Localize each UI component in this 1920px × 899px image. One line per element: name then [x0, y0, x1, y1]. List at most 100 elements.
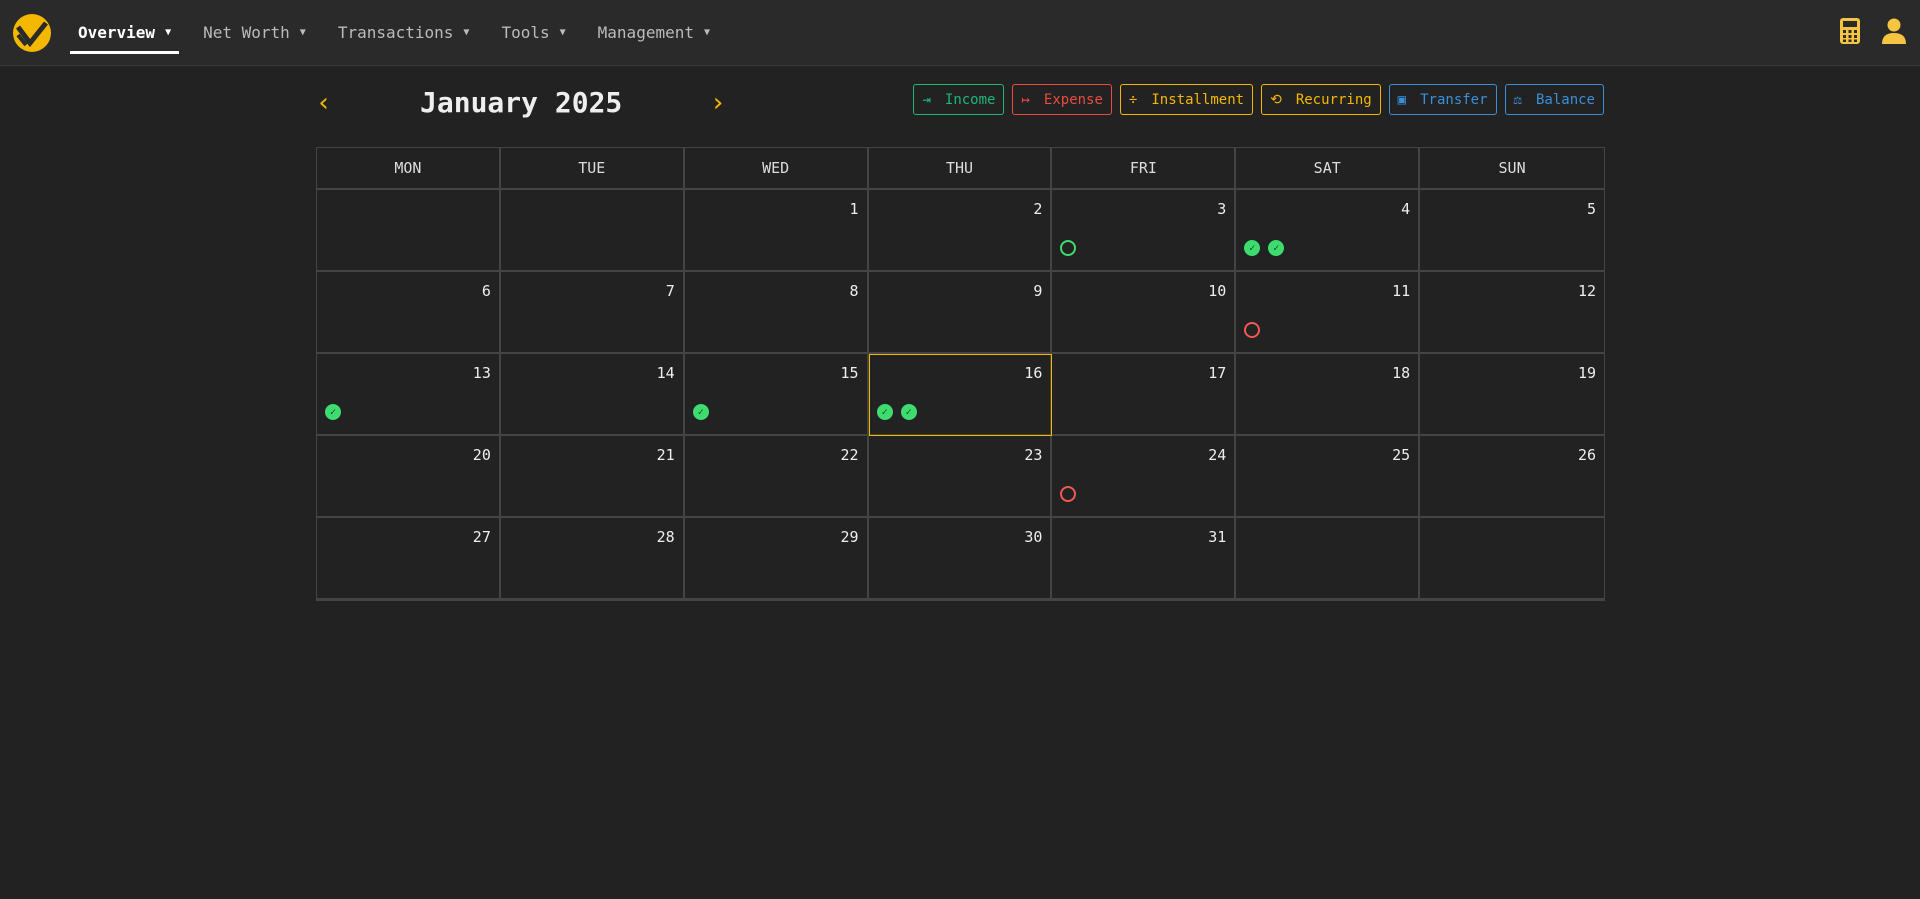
- day-number: 16: [1024, 364, 1043, 382]
- calendar-day[interactable]: 29: [684, 518, 869, 600]
- calendar-day[interactable]: 27: [317, 518, 501, 600]
- calendar-day[interactable]: 10: [1052, 272, 1237, 354]
- day-number: 14: [656, 364, 675, 382]
- nav-net-worth[interactable]: Net Worth ▼: [195, 0, 314, 66]
- expense-button[interactable]: ↦ Expense: [1012, 84, 1112, 115]
- calendar-day[interactable]: 28: [500, 518, 685, 600]
- calendar-day[interactable]: 20: [317, 436, 501, 518]
- nav-tools[interactable]: Tools ▼: [493, 0, 573, 66]
- nav-label: Net Worth: [203, 23, 290, 42]
- calendar-day[interactable]: 15 ✓: [684, 354, 869, 436]
- day-number: 22: [840, 446, 859, 464]
- divide-icon: ÷: [1128, 91, 1138, 108]
- empty-day[interactable]: [1236, 518, 1421, 600]
- balance-button[interactable]: ⚖ Balance: [1504, 84, 1604, 115]
- day-number: 27: [472, 528, 491, 546]
- weekday-header: WED: [684, 148, 869, 190]
- calendar-week: 13 ✓ 14 15 ✓ 16 ✓ ✓ 17 18 19: [317, 354, 1605, 436]
- calendar-day[interactable]: 5: [1420, 190, 1605, 272]
- check-circle-icon[interactable]: ✓: [1268, 240, 1285, 256]
- day-number: 4: [1401, 200, 1411, 218]
- empty-day[interactable]: [317, 190, 501, 272]
- day-number: 9: [1033, 282, 1043, 300]
- scale-balance-icon: ⚖: [1513, 91, 1522, 108]
- day-number: 20: [472, 446, 491, 464]
- calendar-day[interactable]: 30: [868, 518, 1053, 600]
- prev-month-button[interactable]: ‹: [316, 88, 332, 118]
- circle-icon[interactable]: [1244, 322, 1261, 338]
- transfer-button[interactable]: ▣ Transfer: [1388, 84, 1497, 115]
- caret-down-icon: ▼: [299, 27, 306, 38]
- day-number: 10: [1208, 282, 1227, 300]
- day-number: 31: [1208, 528, 1227, 546]
- month-title: January 2025: [420, 86, 623, 119]
- calendar-day[interactable]: 13 ✓: [317, 354, 501, 436]
- day-number: 30: [1024, 528, 1043, 546]
- calendar-day[interactable]: 1: [684, 190, 869, 272]
- calendar-day[interactable]: 2: [868, 190, 1053, 272]
- calendar-day[interactable]: 4 ✓ ✓: [1236, 190, 1421, 272]
- calendar-day[interactable]: 6: [317, 272, 501, 354]
- repeat-icon: ⟲: [1270, 91, 1282, 108]
- nav-transactions[interactable]: Transactions ▼: [330, 0, 478, 66]
- next-month-button[interactable]: ›: [710, 88, 726, 118]
- weekday-header: THU: [868, 148, 1053, 190]
- empty-day[interactable]: [500, 190, 685, 272]
- calendar-day[interactable]: 26: [1420, 436, 1605, 518]
- check-circle-icon[interactable]: ✓: [692, 404, 709, 420]
- nav-label: Overview: [78, 23, 156, 42]
- check-circle-icon[interactable]: ✓: [1244, 240, 1261, 256]
- recurring-button[interactable]: ⟲ Recurring: [1261, 84, 1381, 115]
- check-circle-icon[interactable]: ✓: [325, 404, 341, 420]
- calendar-day[interactable]: 22: [684, 436, 869, 518]
- calendar-day[interactable]: 24: [1052, 436, 1237, 518]
- calendar-week: 27 28 29 30 31: [317, 518, 1605, 600]
- income-button[interactable]: ⇥ Income: [913, 84, 1005, 115]
- calendar-day[interactable]: 12: [1420, 272, 1605, 354]
- calendar-day[interactable]: 7: [500, 272, 685, 354]
- app-logo[interactable]: [12, 13, 52, 53]
- day-number: 1: [849, 200, 859, 218]
- calendar-day[interactable]: 9: [868, 272, 1053, 354]
- circle-icon[interactable]: [1060, 240, 1077, 256]
- calendar-day[interactable]: 31: [1052, 518, 1237, 600]
- circle-icon[interactable]: [1060, 486, 1077, 502]
- calendar-day[interactable]: 18: [1236, 354, 1421, 436]
- day-number: 11: [1392, 282, 1411, 300]
- calendar-grid: MON TUE WED THU FRI SAT SUN 1 2 3 4 ✓ ✓ 5 6 7 8 9 10 11 12 1…: [316, 147, 1605, 601]
- money-transfer-icon: ▣: [1397, 91, 1407, 108]
- calendar-day[interactable]: 21: [500, 436, 685, 518]
- check-circle-icon[interactable]: ✓: [900, 404, 917, 420]
- day-number: 5: [1586, 200, 1597, 218]
- check-circle-icon[interactable]: ✓: [876, 404, 893, 420]
- nav-label: Management: [597, 23, 694, 42]
- calendar-day[interactable]: 3: [1052, 190, 1237, 272]
- calendar-day[interactable]: 11: [1236, 272, 1421, 354]
- caret-down-icon: ▼: [165, 27, 172, 38]
- day-number: 24: [1208, 446, 1227, 464]
- calendar-day[interactable]: 14: [500, 354, 685, 436]
- calendar-day[interactable]: 23: [868, 436, 1053, 518]
- calendar-day[interactable]: 25: [1236, 436, 1421, 518]
- sign-in-icon: ⇥: [922, 91, 931, 108]
- day-number: 8: [849, 282, 859, 300]
- nav-label: Tools: [501, 23, 550, 42]
- weekday-header: SUN: [1420, 148, 1605, 190]
- top-navbar: Overview ▼ Net Worth ▼ Transactions ▼ Tools ▼ Ma…: [0, 0, 1920, 66]
- empty-day[interactable]: [1420, 518, 1605, 600]
- calculator-icon[interactable]: [1840, 18, 1860, 44]
- installment-button[interactable]: ÷ Installment: [1119, 84, 1254, 115]
- calendar-day[interactable]: 19: [1420, 354, 1605, 436]
- day-number: 21: [656, 446, 675, 464]
- calendar-day[interactable]: 17: [1052, 354, 1237, 436]
- nav-management[interactable]: Management ▼: [590, 0, 718, 66]
- user-icon[interactable]: [1882, 18, 1906, 44]
- day-number: 28: [656, 528, 675, 546]
- nav-overview[interactable]: Overview ▼: [70, 0, 180, 66]
- day-number: 19: [1577, 364, 1597, 382]
- button-label: Transfer: [1420, 91, 1488, 108]
- calendar-day[interactable]: 16 ✓ ✓: [868, 354, 1053, 436]
- calendar-header: ‹ January 2025 › ⇥ Income ↦ Expense ÷ Install…: [316, 84, 1604, 126]
- calendar-day[interactable]: 8: [684, 272, 869, 354]
- caret-down-icon: ▼: [559, 27, 566, 38]
